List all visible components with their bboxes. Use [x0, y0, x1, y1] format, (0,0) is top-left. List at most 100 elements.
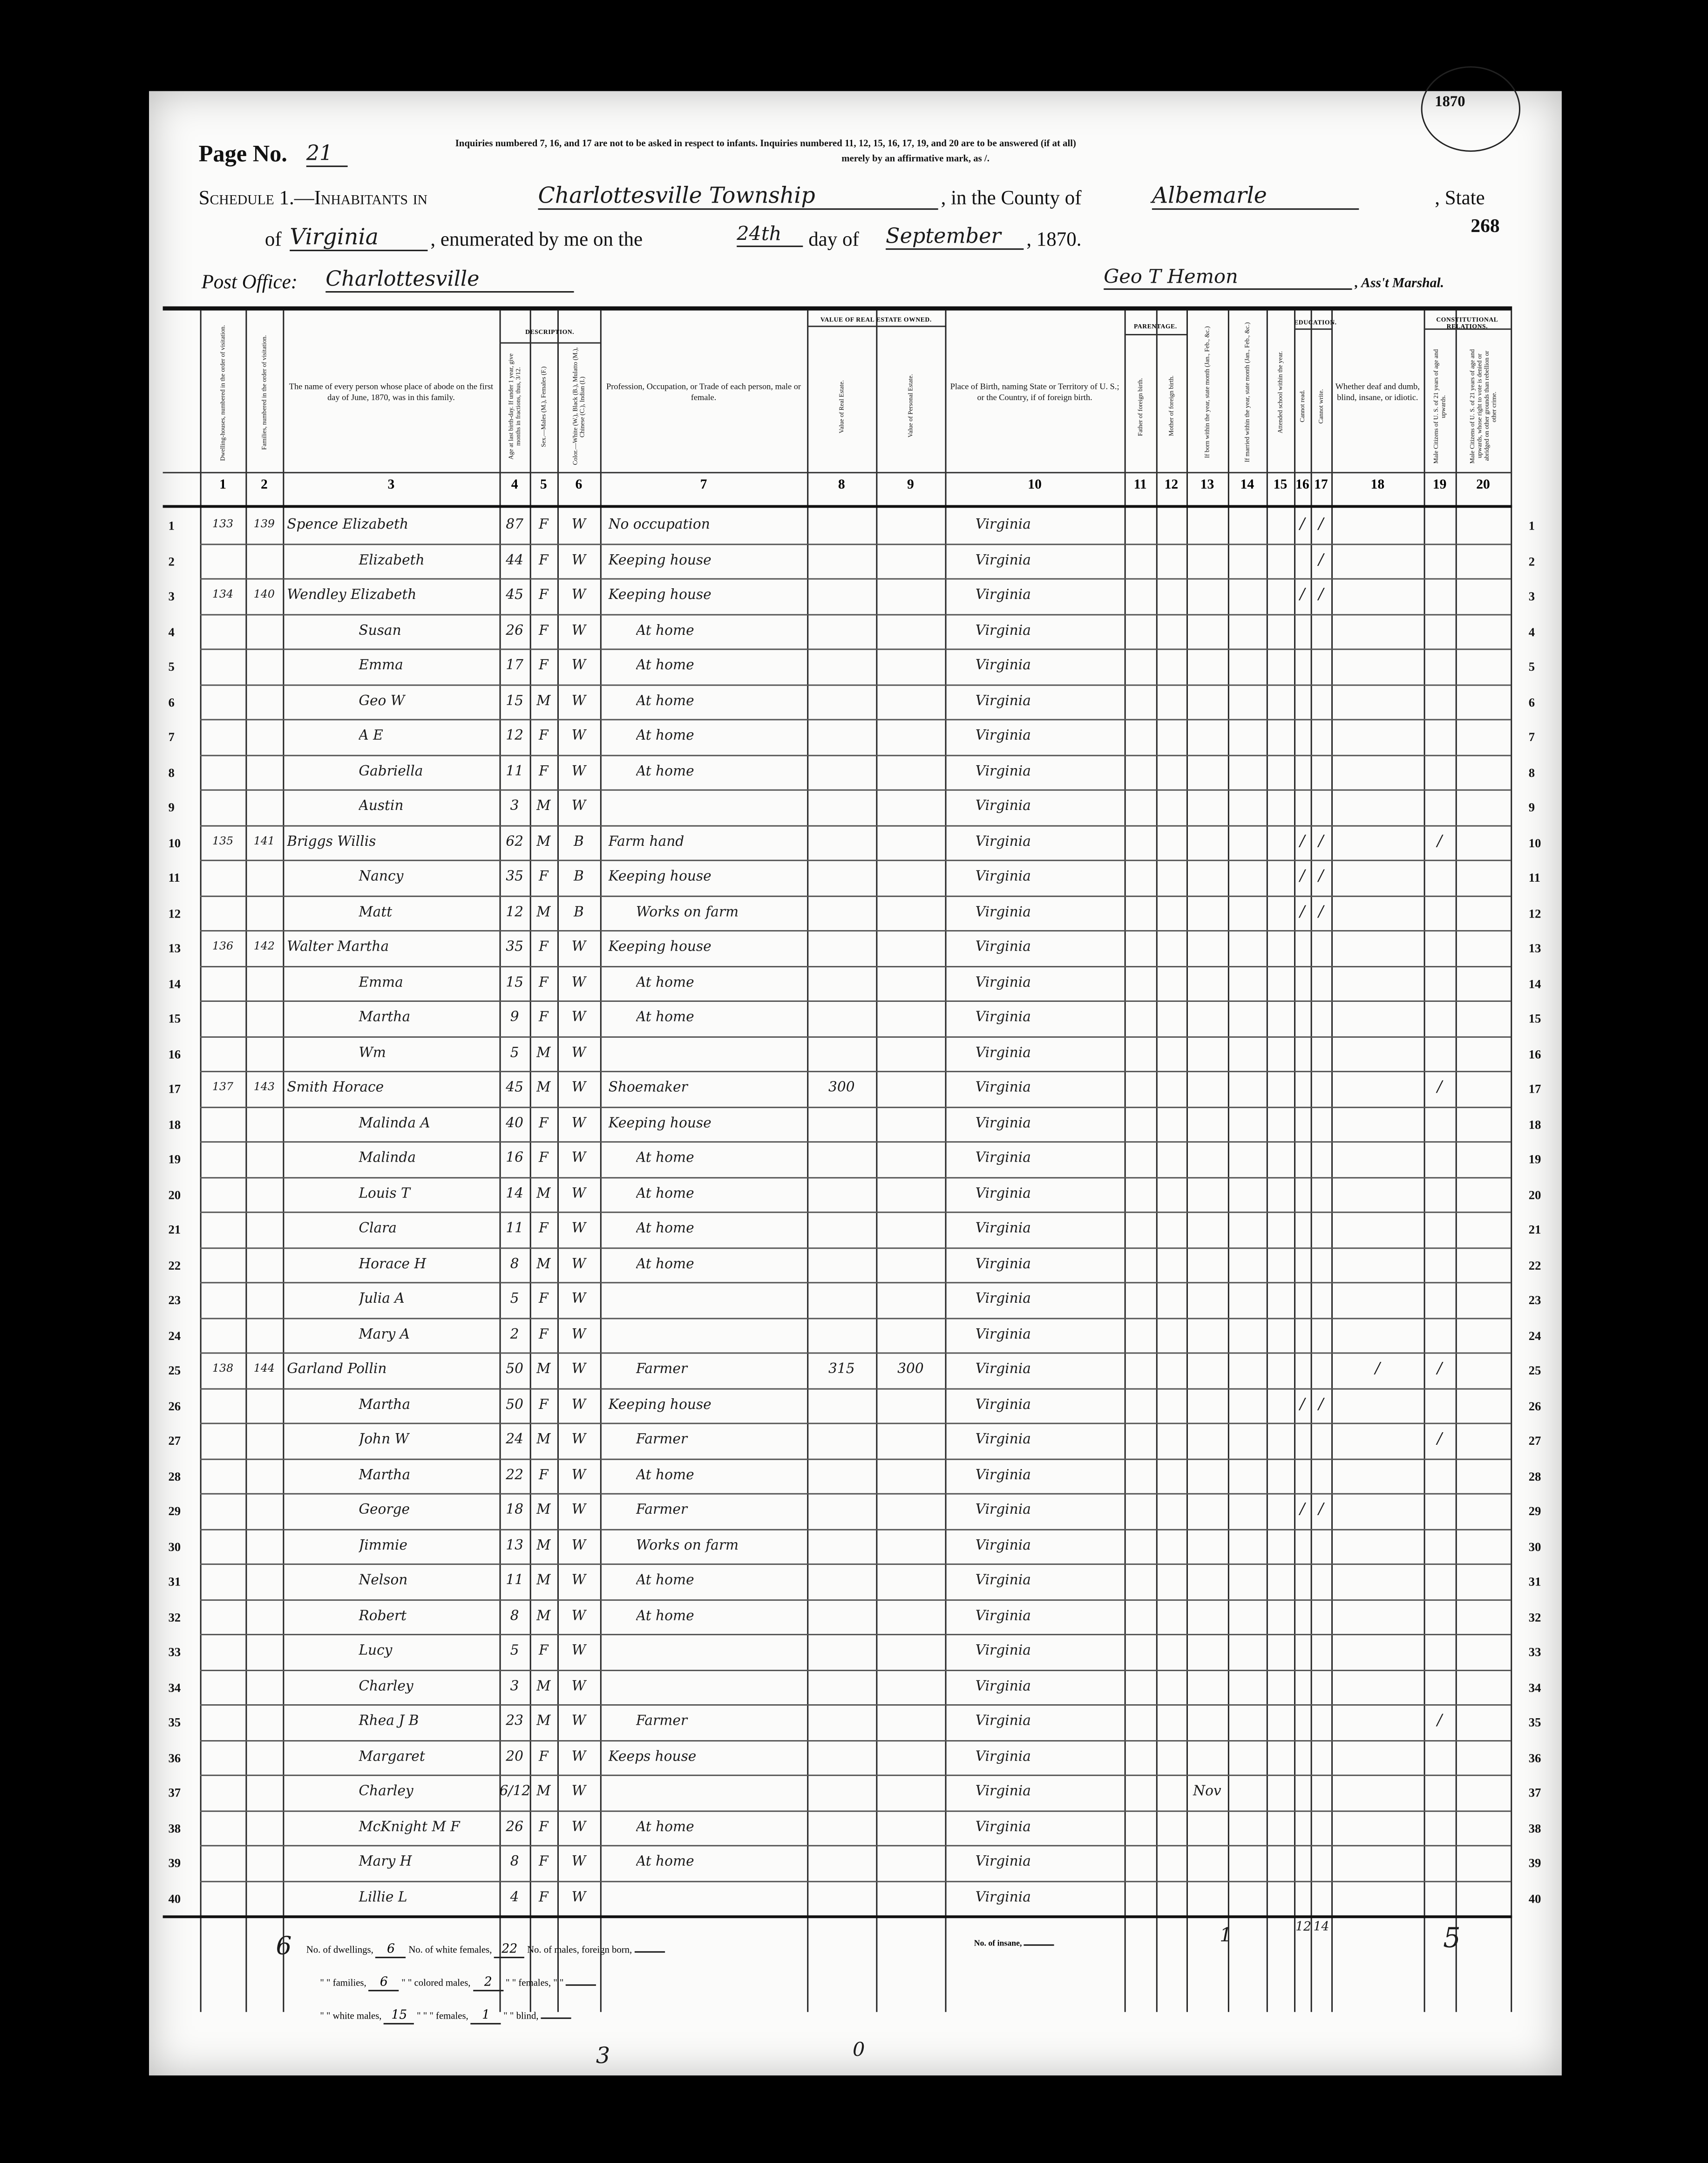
column-number-12: 12: [1164, 477, 1179, 493]
affirmative-mark: /: [1300, 1500, 1305, 1518]
row-rule: [200, 1106, 1511, 1108]
line-number-right: 9: [1528, 800, 1535, 815]
line-number-right: 36: [1528, 1750, 1541, 1764]
cell-age: 45: [506, 588, 523, 603]
cell-color: W: [571, 1432, 586, 1448]
dwellings-label: No. of dwellings,: [306, 1944, 373, 1956]
cell-occupation: Farmer: [636, 1714, 688, 1729]
white-males-count: 15: [384, 2009, 414, 2025]
cell-occupation: At home: [636, 1855, 694, 1870]
instructions-line-1: Inquiries numbered 7, 16, and 17 are not…: [455, 138, 1076, 149]
females-foreign-label: " " females, " ": [506, 1977, 564, 1989]
column-header-18: Whether deaf and dumb, blind, insane, or…: [1335, 382, 1420, 402]
line-number-right: 14: [1528, 976, 1541, 990]
cell-birthplace: Virginia: [975, 1855, 1031, 1870]
affirmative-mark: /: [1318, 550, 1324, 568]
group-rule: [1294, 328, 1332, 330]
cell-color: W: [571, 1397, 586, 1413]
affirmative-mark: /: [1300, 831, 1305, 850]
cell-age: 18: [506, 1503, 523, 1518]
row-rule: [200, 543, 1511, 544]
cell-color: W: [571, 1010, 586, 1026]
row-rule: [200, 1071, 1511, 1073]
bottom-mark-2: 0: [853, 2040, 865, 2062]
cell-name: Martha: [359, 1397, 411, 1413]
cell-birthplace: Virginia: [975, 1116, 1031, 1131]
column-number-14: 14: [1240, 477, 1254, 493]
cell-occupation: At home: [636, 658, 694, 673]
cell-color: W: [571, 1890, 586, 1905]
line-number-right: 13: [1528, 941, 1541, 955]
row-rule: [200, 1598, 1511, 1600]
families-label: " " families,: [320, 1977, 366, 1989]
group-rule: [499, 342, 600, 344]
cell-occupation: Keeping house: [608, 1116, 712, 1131]
column-header-11: Father of foreign birth.: [1137, 377, 1144, 435]
line-number-right: 15: [1528, 1011, 1541, 1026]
row-rule: [200, 1317, 1511, 1319]
column-rule: [1186, 310, 1188, 2012]
cell-sex: F: [539, 728, 549, 744]
cell-occupation: Farmer: [636, 1432, 688, 1448]
cell-sex: M: [536, 1362, 551, 1377]
cell-birthplace: Virginia: [975, 1080, 1031, 1096]
cell-age: 23: [506, 1714, 523, 1729]
males-foreign-count: [634, 1951, 665, 1953]
line-number-left: 9: [168, 800, 175, 815]
cell-name: Austin: [359, 799, 404, 815]
cell-birthplace: Virginia: [975, 1326, 1031, 1342]
cell-occupation: Keeping house: [608, 552, 712, 568]
cell-name: Mary A: [359, 1326, 410, 1342]
column-rule: [1310, 310, 1312, 2012]
cell-age: 11: [506, 1573, 523, 1589]
cell-age: 4: [510, 1890, 519, 1905]
cell-family: 143: [253, 1080, 275, 1093]
cell-color: W: [571, 1362, 586, 1377]
cell-color: B: [573, 869, 584, 885]
cell-color: W: [571, 1608, 586, 1624]
cell-birthplace: Virginia: [975, 1679, 1031, 1694]
cell-sex: M: [536, 1538, 551, 1553]
cell-name: A E: [359, 728, 383, 744]
column-number-17: 17: [1314, 477, 1328, 493]
line-number-right: 29: [1528, 1504, 1541, 1518]
column-number-11: 11: [1133, 477, 1147, 493]
colnum-bottom-rule: [163, 505, 1512, 508]
affirmative-mark: /: [1375, 1359, 1380, 1377]
cell-age: 6/12: [499, 1784, 530, 1800]
column-header-8: Value of Real Estate.: [838, 380, 845, 433]
column-number-1: 1: [219, 477, 226, 493]
cell-color: B: [573, 905, 584, 920]
cell-sex: M: [536, 1432, 551, 1448]
cell-birthplace: Virginia: [975, 869, 1031, 885]
cell-birthplace: Virginia: [975, 1010, 1031, 1026]
cell-age: 5: [510, 1643, 519, 1659]
cell-occupation: At home: [636, 1608, 694, 1624]
column-number-18: 18: [1370, 477, 1385, 493]
cell-color: W: [571, 975, 586, 990]
cell-age: 22: [506, 1467, 523, 1483]
insane-count: [1024, 1944, 1055, 1946]
affirmative-mark: /: [1437, 1077, 1443, 1096]
cell-age: 17: [506, 658, 523, 673]
column-number-13: 13: [1200, 477, 1214, 493]
cell-name: Margaret: [359, 1749, 425, 1764]
column-number-9: 9: [907, 477, 914, 493]
census-sheet: [149, 91, 1562, 2076]
cell-sex: M: [536, 799, 551, 815]
cell-birthplace: Virginia: [975, 1397, 1031, 1413]
cell-birthplace: Virginia: [975, 1890, 1031, 1905]
bottom-mark-1: 3: [596, 2042, 610, 2069]
schedule-label: Schedule 1.—Inhabitants in: [198, 187, 427, 210]
affirmative-mark: /: [1437, 1429, 1443, 1448]
column-rule: [1331, 310, 1333, 2012]
row-rule: [200, 1458, 1511, 1460]
cell-birthplace: Virginia: [975, 658, 1031, 673]
cell-name: Geo W: [359, 693, 405, 709]
cell-sex: M: [536, 1045, 551, 1061]
cell-real: 300: [828, 1080, 855, 1096]
cell-color: W: [571, 1186, 586, 1202]
cell-sex: F: [539, 623, 549, 639]
cell-age: 40: [506, 1116, 523, 1131]
day-of-label: day of: [808, 229, 859, 252]
